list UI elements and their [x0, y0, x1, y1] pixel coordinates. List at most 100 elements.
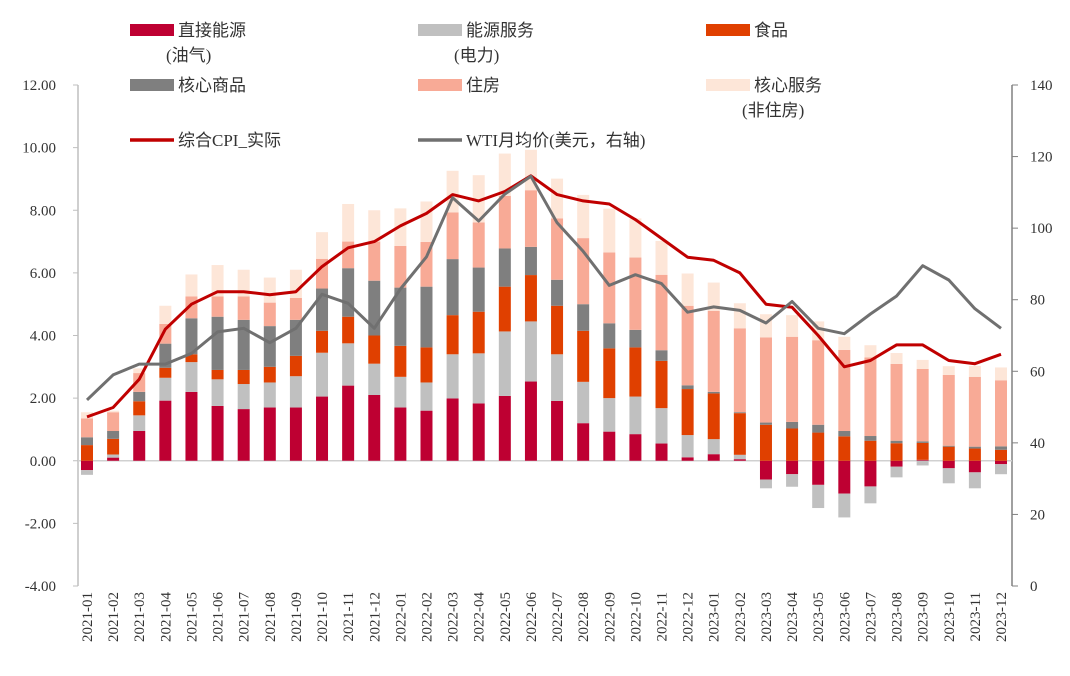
- bar-segment: [159, 305, 172, 324]
- bar-segment: [107, 431, 120, 439]
- bar-segment: [263, 366, 276, 383]
- bar-segment: [237, 369, 250, 385]
- bar-segment: [159, 377, 172, 401]
- bar-segment: [81, 460, 93, 471]
- bar-segment: [394, 245, 407, 288]
- bar-segment: [838, 431, 851, 437]
- x-tick-label: 2021-04: [158, 592, 174, 642]
- bar-segment: [472, 353, 485, 404]
- left-tick-label: 4.00: [30, 329, 56, 345]
- bar-segment: [316, 396, 329, 461]
- bar-segment: [629, 329, 642, 348]
- bar-segment: [342, 316, 355, 344]
- bar-segment: [81, 418, 93, 438]
- bar-segment: [498, 153, 511, 196]
- bar-segment: [968, 376, 981, 447]
- bar-segment: [942, 366, 955, 375]
- bar-segment: [655, 240, 668, 275]
- bar-segment: [107, 412, 120, 432]
- x-tick-label: 2022-09: [602, 592, 618, 642]
- bar-segment: [342, 385, 355, 461]
- bar-segment: [864, 460, 877, 487]
- bar-segment: [838, 349, 851, 432]
- x-tick-label: 2021-08: [263, 592, 279, 642]
- bar-segment: [498, 331, 511, 396]
- bar-segment: [342, 268, 355, 317]
- x-tick-label: 2021-10: [315, 592, 331, 642]
- bar-segment: [577, 304, 590, 331]
- right-tick-label: 80: [1030, 293, 1045, 309]
- bar-segment: [237, 409, 250, 461]
- bar-segment: [942, 374, 955, 446]
- bar-segment: [968, 446, 981, 449]
- bar-segment: [759, 479, 772, 489]
- x-tick-label: 2023-06: [837, 592, 853, 642]
- bar-segment: [890, 466, 903, 478]
- x-tick-label: 2022-04: [472, 592, 488, 642]
- bar-segment: [498, 286, 511, 332]
- bar-segment: [133, 373, 146, 392]
- bar-segment: [916, 359, 929, 370]
- legend-swatch: [706, 24, 750, 36]
- bar-segment: [446, 315, 459, 355]
- left-tick-label: -4.00: [25, 579, 56, 595]
- bar-segment: [420, 286, 433, 348]
- bar-segment: [472, 311, 485, 354]
- x-tick-label: 2021-11: [341, 592, 357, 641]
- x-tick-label: 2022-12: [681, 592, 697, 642]
- bar-segment: [368, 241, 381, 281]
- x-tick-label: 2022-02: [419, 592, 435, 642]
- x-tick-label: 2023-04: [785, 592, 801, 642]
- bar-segment: [916, 460, 929, 466]
- bar-segment: [603, 252, 616, 324]
- bar-segment: [995, 449, 1007, 461]
- bar-segment: [368, 363, 381, 395]
- bar-segment: [185, 391, 198, 461]
- bar-segment: [420, 382, 433, 411]
- bar-segment: [289, 407, 302, 461]
- x-tick-label: 2022-08: [576, 592, 592, 642]
- bars: [81, 149, 1007, 518]
- bar-segment: [107, 410, 120, 413]
- bar-segment: [629, 257, 642, 330]
- left-tick-label: 6.00: [30, 266, 56, 282]
- bar-segment: [733, 412, 746, 414]
- right-tick-label: 120: [1030, 150, 1053, 166]
- bar-segment: [211, 265, 224, 297]
- bar-segment: [159, 367, 172, 378]
- bar-segment: [629, 347, 642, 397]
- bar-segment: [185, 354, 198, 363]
- bar-segment: [812, 432, 825, 461]
- x-tick-label: 2021-12: [367, 592, 383, 642]
- legend-label-line2: (油气): [166, 46, 211, 65]
- bar-segment: [211, 296, 224, 317]
- bar-segment: [890, 440, 903, 444]
- bar-segment: [733, 413, 746, 455]
- bar-segment: [603, 431, 616, 461]
- bar-segment: [577, 194, 590, 239]
- bar-segment: [394, 345, 407, 377]
- bar-segment: [551, 178, 564, 219]
- bar-segment: [655, 274, 668, 351]
- bar-segment: [237, 269, 250, 297]
- x-tick-label: 2022-01: [393, 592, 409, 642]
- bar-segment: [107, 454, 120, 458]
- bar-segment: [864, 436, 877, 441]
- bar-segment: [133, 431, 146, 461]
- bar-segment: [81, 437, 93, 446]
- bar-segment: [916, 459, 929, 461]
- x-tick-label: 2021-07: [237, 592, 253, 642]
- bar-segment: [707, 391, 720, 394]
- left-tick-label: -2.00: [25, 516, 56, 532]
- bar-segment: [316, 330, 329, 353]
- x-tick-label: 2023-05: [811, 592, 827, 642]
- bar-segment: [498, 395, 511, 461]
- bar-segment: [655, 360, 668, 409]
- bar-segment: [603, 208, 616, 253]
- bar-segment: [838, 336, 851, 350]
- bar-segment: [524, 381, 537, 461]
- x-tick-label: 2021-03: [132, 592, 148, 642]
- bar-segment: [107, 457, 120, 461]
- bar-segment: [577, 381, 590, 424]
- cpi-line: [86, 174, 1002, 419]
